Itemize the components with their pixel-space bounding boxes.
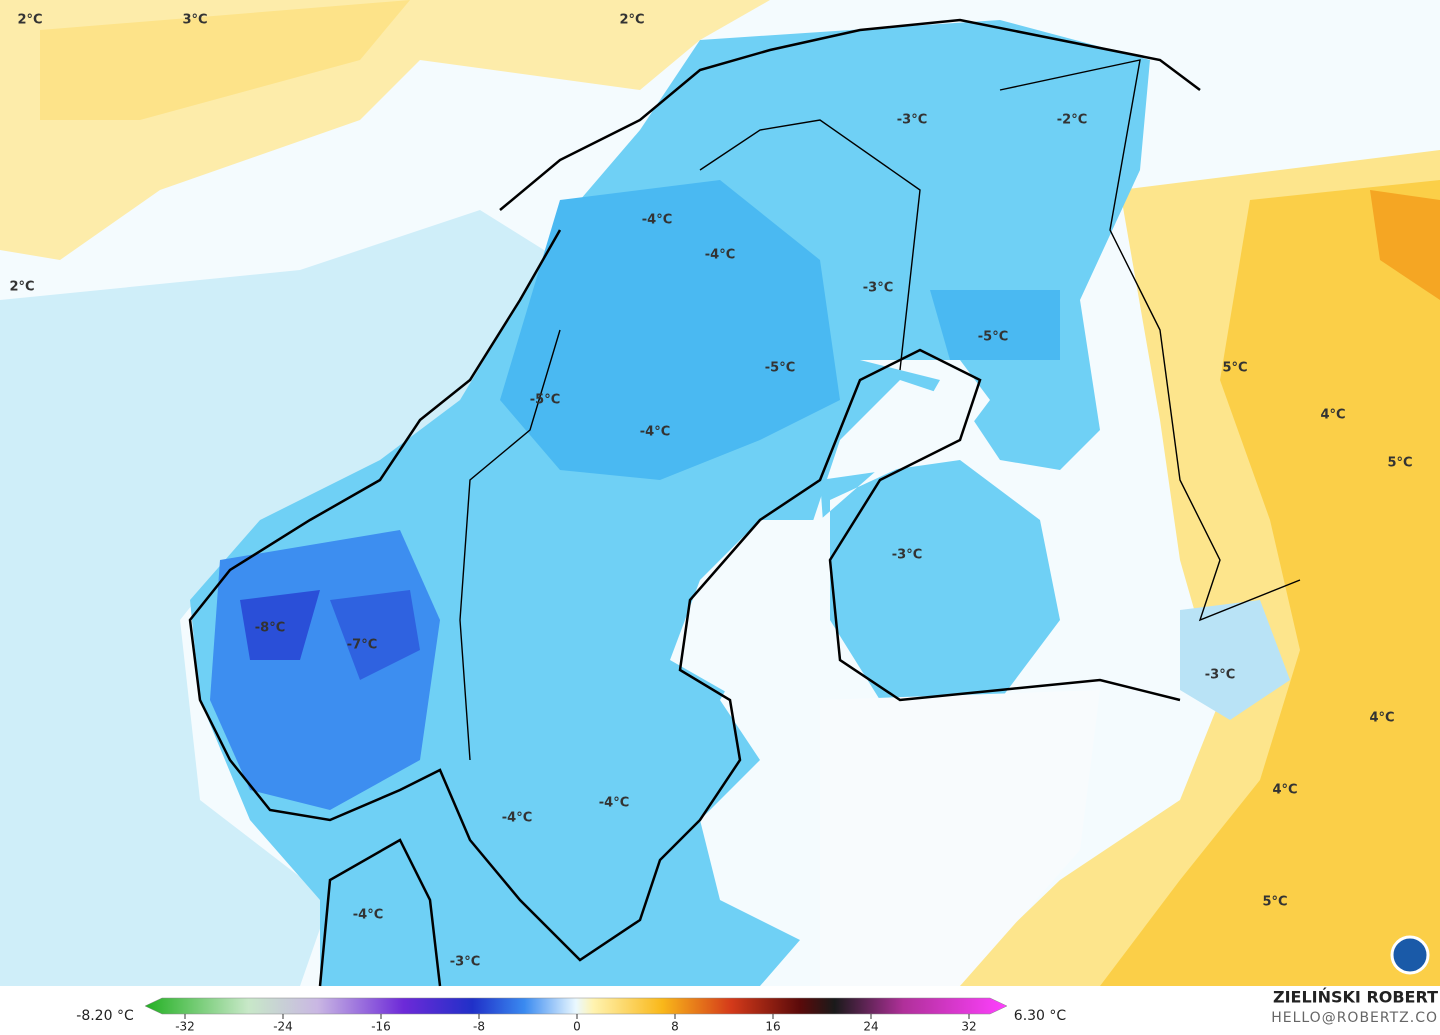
colorbar-tick-label: 8 — [671, 1020, 679, 1034]
temperature-label: -3°C — [1205, 668, 1235, 683]
cold-core — [210, 530, 440, 810]
colorbar-tick-label: 24 — [863, 1020, 878, 1034]
temperature-label: 5°C — [1262, 895, 1287, 910]
temperature-label: -4°C — [640, 425, 670, 440]
author: ZIELIŃSKI ROBERT — [1273, 988, 1438, 1007]
cold-core — [930, 290, 1060, 360]
warm-region — [40, 0, 410, 120]
colorbar-tick-label: 16 — [765, 1020, 780, 1034]
baltic-land — [820, 690, 1100, 986]
warm-region — [1370, 190, 1440, 300]
map: 2°C 3°C 2°C 2°C -3°C -2°C -4°C -4°C -3°C -5°C -5°C… — [0, 0, 1440, 987]
temperature-label: 4°C — [1369, 711, 1394, 726]
temperature-label: 4°C — [1320, 408, 1345, 423]
contact: HELLO@ROBERTZ.CO — [1271, 1010, 1438, 1026]
colorbar-tick-label: -16 — [371, 1020, 391, 1034]
cool-region — [1180, 600, 1290, 720]
temperature-label: 2°C — [9, 280, 34, 295]
temperature-label: 2°C — [17, 13, 42, 28]
temperature-label: -5°C — [978, 330, 1008, 345]
temperature-label: 5°C — [1387, 456, 1412, 471]
max-label: 6.30 °C — [1014, 1008, 1067, 1024]
temperature-label: -3°C — [450, 955, 480, 970]
temperature-label: 3°C — [182, 13, 207, 28]
cold-region — [820, 460, 1060, 700]
noaa-logo — [1390, 935, 1430, 975]
cold-core — [330, 590, 420, 680]
colorbar-tick-label: 32 — [961, 1020, 976, 1034]
temperature-label: 2°C — [619, 13, 644, 28]
temperature-label: -8°C — [255, 621, 285, 636]
temperature-label: -4°C — [705, 248, 735, 263]
temperature-label: -4°C — [642, 213, 672, 228]
temperature-label: -3°C — [897, 113, 927, 128]
colorbar-tick-label: -24 — [273, 1020, 293, 1034]
temperature-label: -5°C — [765, 361, 795, 376]
cold-core — [500, 180, 840, 480]
temperature-label: 4°C — [1272, 783, 1297, 798]
temperature-label: 5°C — [1222, 361, 1247, 376]
colorbar-tick-label: -8 — [473, 1020, 485, 1034]
colorbar-tick-label: -32 — [175, 1020, 195, 1034]
cold-region — [190, 20, 1150, 986]
border — [459, 59, 1301, 761]
colorbar: -8.20 °C 6.30 °C -32 -24 -16 -8 0 8 16 24 32 — [76, 997, 1067, 1034]
map-labels: 2°C 3°C 2°C 2°C -3°C -2°C -4°C -4°C -3°C -5°C -5°C… — [9, 13, 1412, 970]
min-label: -8.20 °C — [76, 1008, 134, 1024]
temperature-label: -3°C — [863, 281, 893, 296]
temperature-label: -4°C — [599, 796, 629, 811]
gulf — [670, 360, 990, 700]
temperature-label: -4°C — [353, 908, 383, 923]
coastline — [188, 18, 1201, 987]
cold-core — [240, 590, 320, 660]
colorbar-ticks: -32 -24 -16 -8 0 8 16 24 32 — [175, 1014, 977, 1034]
colorbar-scale — [144, 997, 1008, 1015]
colorbar-tick-label: 0 — [573, 1020, 581, 1034]
temperature-label: -5°C — [530, 393, 560, 408]
temperature-label: -3°C — [892, 548, 922, 563]
temperature-label: -7°C — [347, 638, 377, 653]
ocean-cool — [0, 210, 560, 986]
warm-region — [1100, 180, 1440, 986]
temperature-label: -2°C — [1057, 113, 1087, 128]
temperature-label: -4°C — [502, 811, 532, 826]
